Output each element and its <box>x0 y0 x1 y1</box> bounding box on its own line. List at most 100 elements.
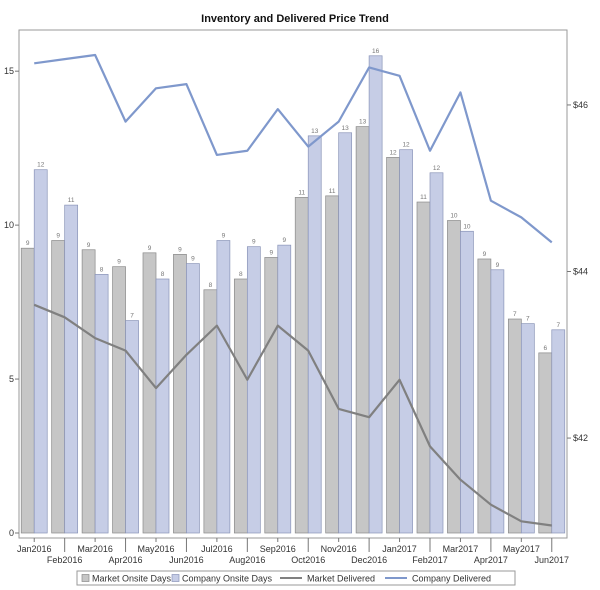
legend-swatch <box>81 574 90 582</box>
x-tick-label: Feb2017 <box>412 555 448 565</box>
line-market-delivered <box>33 303 552 527</box>
bar-company-Jul2016 <box>216 240 231 534</box>
bar-market-Jun2017 <box>538 352 553 534</box>
data-label: 9 <box>496 262 500 269</box>
bar-market-Jun2016 <box>173 254 187 534</box>
data-label: 9 <box>191 256 195 263</box>
bar-market-Dec2016 <box>355 126 370 534</box>
bar-company-Apr2017 <box>490 269 505 534</box>
data-label: 9 <box>56 233 60 240</box>
bar-market-Mar2017 <box>447 220 461 534</box>
data-label: 11 <box>68 197 75 204</box>
bar-company-Sep2016 <box>277 244 292 534</box>
y-left-tick-label: 5 <box>9 374 14 384</box>
data-label: 12 <box>433 165 441 172</box>
data-label: 13 <box>359 119 367 126</box>
data-label: 9 <box>117 259 121 266</box>
data-label: 7 <box>130 313 134 320</box>
x-tick-label: Mar2016 <box>77 544 113 554</box>
x-tick-label: Jul2016 <box>201 544 233 554</box>
axes-layer: 051015$42$44$46Jan2016Feb2016Mar2016Apr2… <box>4 66 588 565</box>
bar-market-Aug2016 <box>233 278 248 534</box>
data-label: 9 <box>483 251 487 258</box>
bar-company-Jun2016 <box>186 263 200 534</box>
bar-market-Apr2016 <box>112 266 126 534</box>
line-company-delivered <box>34 53 553 244</box>
data-label: 8 <box>161 271 165 278</box>
data-label: 7 <box>526 316 530 323</box>
bar-market-Nov2016 <box>325 195 340 534</box>
data-label: 16 <box>372 48 380 55</box>
bar-market-Apr2017 <box>477 258 492 534</box>
x-tick-label: Apr2016 <box>109 555 143 565</box>
data-label: 6 <box>543 345 547 352</box>
legend: Market Onsite Days Company Onsite Days Mar… <box>76 570 516 586</box>
bars-layer: 9 9 9 9 9 9 8 8 9 11 11 13 12 11 10 9 7 6 12 11 8 7 8 9 9 9 9 13 13 1… <box>20 48 566 534</box>
y-left-tick-label: 0 <box>9 528 14 538</box>
bar-company-Aug2016 <box>246 246 261 534</box>
data-label: 9 <box>26 240 30 247</box>
bar-market-Oct2016 <box>294 197 309 534</box>
data-label: 10 <box>450 213 458 220</box>
bar-market-Jan2016 <box>20 247 35 534</box>
bar-company-May2017 <box>520 323 535 534</box>
x-tick-label: Jan2016 <box>17 544 52 554</box>
data-label: 13 <box>311 128 319 135</box>
x-tick-label: May2017 <box>503 544 540 554</box>
x-tick-label: Jan2017 <box>382 544 417 554</box>
data-label: 8 <box>100 266 104 273</box>
y-right-tick-label: $44 <box>573 267 588 277</box>
data-label: 11 <box>329 188 336 195</box>
data-label: 9 <box>222 233 226 240</box>
x-tick-label: Sep2016 <box>260 544 296 554</box>
y-right-tick-label: $46 <box>573 100 588 110</box>
chart-title: Inventory and Delivered Price Trend <box>201 13 389 25</box>
data-label: 12 <box>37 162 45 169</box>
bar-company-Nov2016 <box>338 132 353 534</box>
bar-market-May2017 <box>507 318 522 534</box>
y-right-tick-label: $42 <box>573 433 588 443</box>
data-label: 7 <box>513 311 517 318</box>
data-label: 9 <box>178 246 182 253</box>
y-left-tick-label: 10 <box>4 220 14 230</box>
bar-company-Jun2017 <box>551 329 566 534</box>
bar-company-Oct2016 <box>307 135 322 534</box>
data-label: 11 <box>420 194 427 201</box>
x-tick-label: Jun2016 <box>169 555 204 565</box>
bar-market-May2016 <box>142 252 157 534</box>
bar-market-Mar2016 <box>81 249 96 534</box>
data-label: 10 <box>463 223 471 230</box>
legend-label: Company Onsite Days <box>182 574 273 584</box>
x-tick-label: Nov2016 <box>321 544 357 554</box>
data-label: 9 <box>282 237 286 244</box>
x-tick-label: Feb2016 <box>47 555 83 565</box>
data-label: 9 <box>148 245 152 252</box>
data-label: 8 <box>239 271 243 278</box>
bar-market-Feb2017 <box>416 201 431 534</box>
legend-swatch <box>171 574 180 582</box>
data-label: 8 <box>209 282 213 289</box>
bar-company-Feb2016 <box>64 204 79 534</box>
bar-company-Dec2016 <box>368 55 383 534</box>
data-label: 9 <box>87 242 91 249</box>
x-tick-label: Dec2016 <box>351 555 387 565</box>
bar-company-Jan2016 <box>33 169 48 534</box>
data-label: 9 <box>252 239 256 246</box>
legend-label: Market Delivered <box>307 574 375 584</box>
data-label: 13 <box>342 125 350 132</box>
data-label: 7 <box>556 322 560 329</box>
x-tick-label: Oct2016 <box>291 555 325 565</box>
x-tick-label: Mar2017 <box>443 544 479 554</box>
lines-layer <box>33 53 553 527</box>
bar-market-Sep2016 <box>264 257 279 534</box>
legend-label: Company Delivered <box>412 574 491 584</box>
bar-company-Apr2016 <box>125 320 139 534</box>
data-label: 11 <box>298 189 305 196</box>
x-tick-label: Apr2017 <box>474 555 508 565</box>
x-tick-label: May2016 <box>137 544 174 554</box>
bar-company-Feb2017 <box>429 172 444 534</box>
data-label: 12 <box>402 142 410 149</box>
x-tick-label: Jun2017 <box>535 555 570 565</box>
bar-company-May2016 <box>155 278 170 534</box>
